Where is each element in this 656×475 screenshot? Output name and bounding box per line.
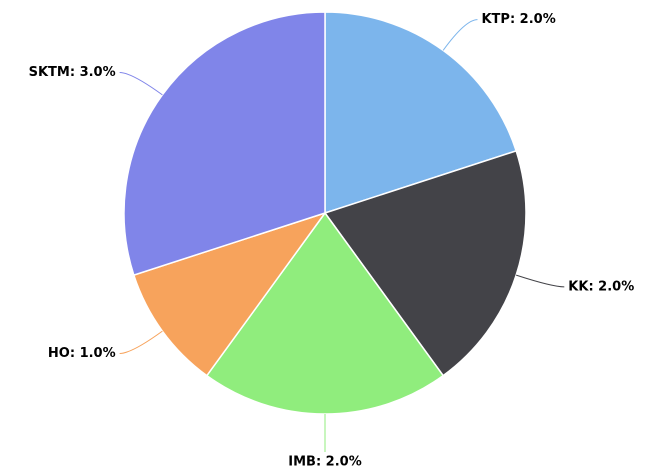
connector <box>442 19 478 51</box>
connector <box>516 274 565 288</box>
data-label: SKTM: 3.0% <box>29 65 116 80</box>
data-label: HO: 1.0% <box>48 346 116 361</box>
data-label: KK: 2.0% <box>568 279 634 294</box>
connector <box>119 330 163 354</box>
data-label: IMB: 2.0% <box>288 455 361 470</box>
data-label: KTP: 2.0% <box>481 12 555 27</box>
pie-slice <box>205 211 445 415</box>
pie-slice <box>324 11 518 215</box>
pie-slice <box>132 211 327 377</box>
connector <box>119 72 163 96</box>
pie-slice <box>123 11 326 277</box>
pie-slice <box>323 149 527 377</box>
